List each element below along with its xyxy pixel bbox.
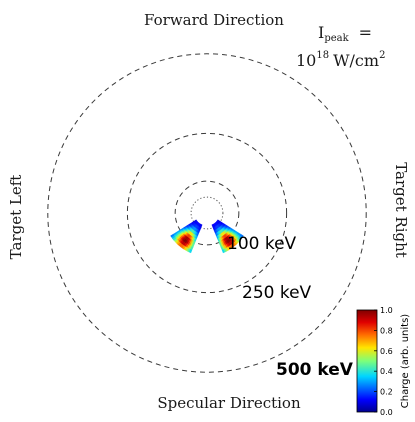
- ring-label-100kev: 100 keV: [227, 234, 297, 254]
- charge-lobes: [170, 219, 244, 254]
- lobe-cell: [188, 249, 193, 254]
- ring-dotted-inner: [190, 196, 224, 230]
- right-lobe: [211, 219, 244, 254]
- colorbar-label: Charge (arb. units): [400, 314, 411, 408]
- colorbar: 0.0 0.2 0.4 0.6 0.8 1.0 Charge (arb. units): [356, 306, 411, 417]
- colorbar-tick-label: 0.2: [380, 388, 393, 397]
- ring-label-500kev: 500 keV: [276, 360, 354, 380]
- colorbar-gradient: [356, 309, 378, 413]
- colorbar-tick-label: 0.8: [380, 326, 393, 335]
- colorbar-tick-label: 0.4: [380, 367, 393, 376]
- intensity-equals: =: [359, 23, 372, 42]
- direction-label-bottom: Specular Direction: [157, 394, 301, 412]
- lobe-cell: [239, 233, 244, 238]
- direction-label-right: Target Right: [392, 162, 410, 258]
- ring-250kev: [126, 132, 288, 294]
- intensity-line-2: 1018 W/cm2: [296, 50, 385, 70]
- intensity-unit: W/cm: [333, 51, 379, 70]
- intensity-unit-exponent: 2: [379, 50, 385, 61]
- direction-label-left: Target Left: [7, 175, 25, 260]
- colorbar-tick-label: 0.6: [380, 347, 393, 356]
- colorbar-tick-label: 1.0: [380, 306, 393, 315]
- colorbar-ticks: 0.0 0.2 0.4 0.6 0.8 1.0: [374, 306, 393, 417]
- intensity-exponent: 18: [316, 50, 329, 61]
- direction-label-top: Forward Direction: [144, 11, 284, 29]
- left-lobe: [170, 219, 203, 254]
- intensity-subscript: peak: [324, 33, 349, 44]
- ring-label-250kev: 250 keV: [242, 283, 312, 303]
- intensity-line-1: Ipeak =: [318, 23, 372, 44]
- energy-rings: [47, 53, 367, 373]
- intensity-symbol: I: [318, 23, 324, 42]
- colorbar-tick-label: 0.0: [380, 408, 393, 417]
- ring-100kev: [174, 180, 240, 246]
- ring-500kev: [47, 53, 367, 373]
- intensity-base: 10: [296, 51, 316, 70]
